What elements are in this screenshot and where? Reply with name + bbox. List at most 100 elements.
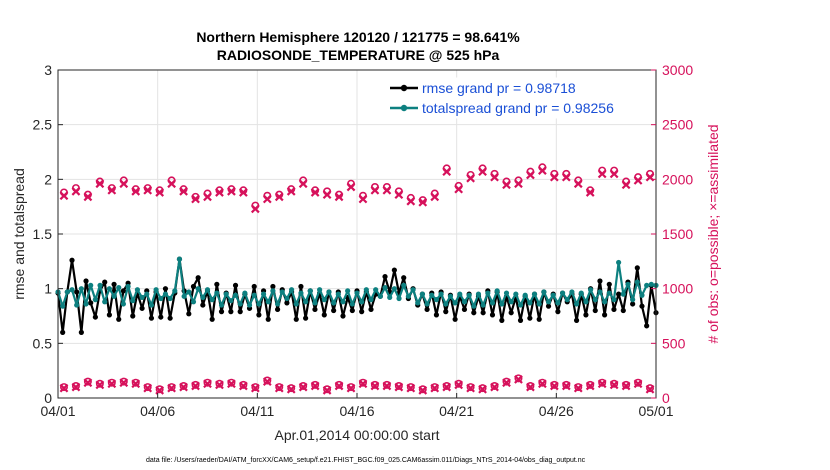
totalspread-point (60, 303, 66, 309)
y-axis-left: 0 0.5 1 1.5 2 2.5 3 (33, 62, 63, 406)
totalspread-point (485, 290, 491, 296)
totalspread-point (494, 288, 500, 294)
totalspread-point (260, 291, 267, 297)
rmse-point (331, 307, 337, 314)
rmse-point (102, 279, 108, 285)
totalspread-point (391, 286, 397, 292)
rmse-point (443, 309, 449, 315)
plot-area (55, 163, 659, 395)
obs-assimilated-marker (227, 186, 236, 196)
obs-assimilated-marker (143, 185, 153, 195)
chart-subtitle: RADIOSONDE_TEMPERATURE @ 525 hPa (217, 47, 500, 63)
rmse-point (461, 306, 468, 313)
totalspread-point (214, 290, 220, 296)
obs-assimilated-marker (334, 192, 344, 202)
rmse-point (78, 329, 84, 335)
obs-possible-marker (598, 378, 607, 387)
totalspread-point (321, 297, 327, 303)
totalspread-point (564, 297, 570, 303)
totalspread-point (611, 297, 617, 303)
totalspread-point (452, 300, 458, 306)
rmse-point (120, 288, 127, 294)
obs-assimilated-marker (155, 385, 165, 395)
obs-assimilated-marker (394, 190, 404, 200)
obs-possible-marker (311, 380, 320, 389)
obs-assimilated-marker (239, 381, 248, 391)
totalspread-point (279, 289, 285, 295)
obs-assimilated-marker (250, 383, 260, 393)
rmse-point (630, 301, 636, 307)
totalspread-point (517, 302, 524, 308)
obs-assimilated-marker (203, 192, 212, 202)
obs-possible-marker (335, 380, 344, 389)
rmse-point (433, 312, 440, 318)
obs-assimilated-marker (406, 383, 416, 393)
obs-assimilated-marker (370, 381, 380, 391)
rmse-point (237, 309, 243, 315)
totalspread-point (116, 284, 122, 291)
rmse-point (555, 309, 561, 315)
y-axis-label: rmse and totalspread (11, 168, 27, 300)
totalspread-point (499, 301, 505, 307)
obs-assimilated-marker (442, 382, 452, 392)
rmse-point (88, 300, 94, 306)
obs-possible-marker (167, 383, 176, 392)
obs-possible-marker (203, 378, 212, 387)
obs-assimilated-marker (167, 383, 176, 393)
obs-possible-marker (251, 383, 260, 392)
obs-possible-marker (83, 377, 92, 386)
totalspread-point (345, 288, 351, 294)
totalspread-point (573, 301, 580, 307)
obs-possible-marker (502, 377, 511, 386)
totalspread-point (172, 288, 178, 294)
rmse-point (60, 329, 66, 335)
obs-assimilated-marker (286, 186, 296, 196)
rmse-point (401, 275, 407, 281)
rmse-point (200, 302, 206, 308)
totalspread-point (232, 292, 239, 298)
obs-assimilated-marker (573, 179, 583, 189)
obs-assimilated-marker (274, 383, 284, 393)
y-tick-label: 2.5 (33, 117, 53, 133)
legend-totalspread-label: totalspread grand pr = 0.98256 (422, 100, 614, 116)
obs-possible-marker (227, 378, 236, 387)
totalspread-point (256, 301, 262, 307)
totalspread-point (359, 299, 365, 305)
totalspread-point (503, 290, 510, 296)
totalspread-point (387, 294, 393, 301)
obs-assimilated-marker (262, 194, 272, 204)
totalspread-point (424, 301, 430, 307)
rmse-point (597, 278, 603, 284)
totalspread-point (583, 299, 589, 305)
obs-possible-marker (538, 378, 547, 387)
obs-possible-marker (562, 380, 571, 389)
totalspread-point (120, 301, 127, 307)
obs-assimilated-marker (59, 191, 69, 201)
totalspread-point (317, 287, 323, 293)
totalspread-point (620, 291, 626, 297)
data-file-footer: data file: /Users/raeder/DAI/ATM_forcXX/… (146, 457, 586, 464)
obs-assimilated-marker (597, 169, 607, 179)
obs-assimilated-marker (286, 384, 296, 394)
obs-assimilated-marker (406, 196, 416, 206)
totalspread-point (190, 299, 197, 305)
x-tick-label: 04/16 (339, 403, 374, 419)
obs-possible-marker (71, 381, 80, 390)
totalspread-point (634, 279, 640, 285)
obs-assimilated-marker (215, 188, 224, 197)
totalspread-point (405, 293, 411, 299)
rmse-point (209, 316, 215, 322)
obs-assimilated-marker (645, 384, 655, 394)
obs-assimilated-marker (95, 179, 105, 189)
rmse-point (573, 317, 580, 323)
obs-assimilated-marker (454, 184, 464, 194)
rmse-point (382, 274, 388, 280)
y2-tick-label: 3000 (662, 62, 693, 78)
rmse-point (162, 286, 169, 292)
obs-assimilated-marker (585, 381, 595, 391)
obs-assimilated-marker (633, 176, 643, 185)
totalspread-point (88, 282, 94, 288)
obs-assimilated-marker (119, 378, 129, 388)
rmse-point (321, 312, 327, 318)
